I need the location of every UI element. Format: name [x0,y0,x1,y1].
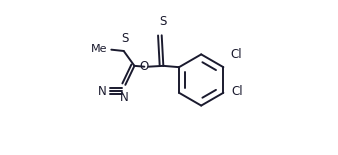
Text: Cl: Cl [231,85,243,98]
Text: Cl: Cl [231,48,242,61]
Text: S: S [121,32,128,45]
Text: N: N [98,85,106,98]
Text: O: O [140,60,149,73]
Text: S: S [159,15,166,28]
Text: Me: Me [91,44,108,54]
Text: N: N [120,91,129,104]
